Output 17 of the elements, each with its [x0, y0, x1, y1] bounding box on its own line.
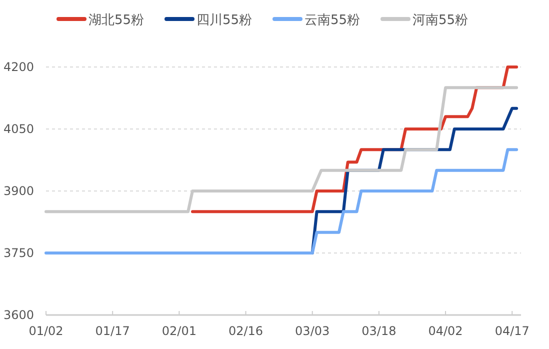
x-tick-label: 01/17 — [95, 324, 130, 338]
x-tick-label: 03/03 — [295, 324, 330, 338]
legend-label: 四川55粉 — [196, 13, 252, 28]
legend-label: 河南55粉 — [412, 13, 468, 28]
legend-label: 云南55粉 — [304, 13, 360, 28]
x-tick-label: 03/18 — [362, 324, 396, 338]
y-tick-label: 4200 — [3, 60, 34, 74]
x-tick-label: 04/02 — [428, 324, 463, 338]
x-tick-label: 02/01 — [162, 324, 196, 338]
x-tick-label: 02/16 — [228, 324, 264, 338]
y-tick-label: 3600 — [3, 308, 34, 322]
x-tick-label: 01/02 — [28, 324, 64, 338]
x-tick-label: 04/17 — [494, 324, 530, 338]
y-tick-label: 3750 — [3, 246, 34, 260]
y-tick-label: 3900 — [3, 184, 34, 198]
y-tick-label: 4050 — [3, 122, 34, 136]
legend-label: 湖北55粉 — [88, 13, 144, 28]
